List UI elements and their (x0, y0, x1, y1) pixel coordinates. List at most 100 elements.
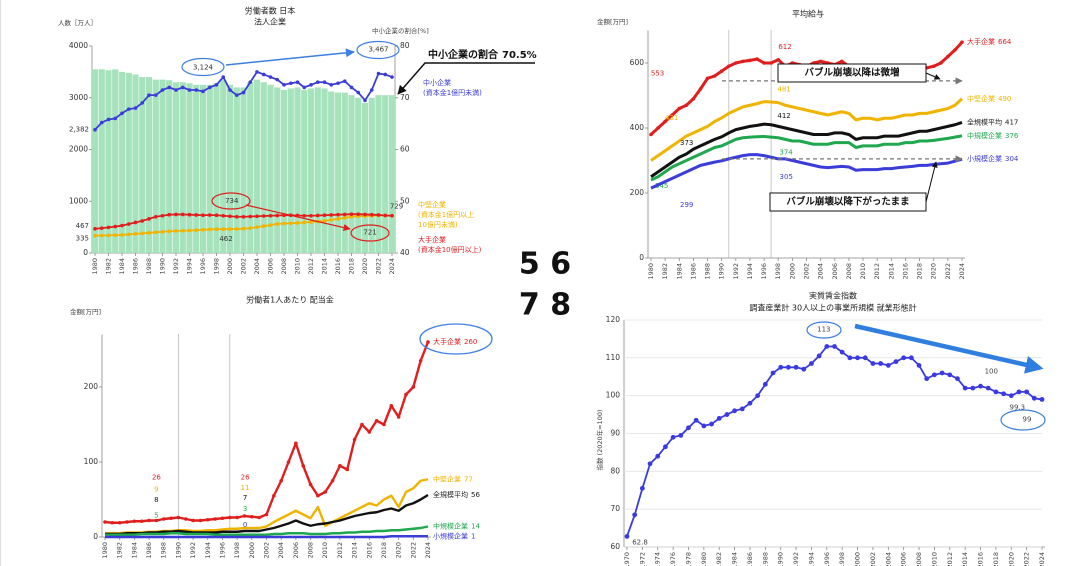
y-tick-label: 3000 (69, 93, 88, 102)
point (678, 432, 684, 438)
series-note: (資本金1億円以上 (418, 210, 474, 219)
point (160, 88, 165, 92)
x-tick-label: 2008 (915, 552, 923, 566)
point (133, 232, 138, 236)
y2-label: 中小企業の割合[%] (372, 26, 429, 35)
bar (328, 91, 335, 253)
bar (382, 95, 389, 253)
value-label: 99 (1023, 415, 1032, 423)
y-tick-label: 120 (606, 315, 621, 324)
y-tick-label: 60 (610, 542, 620, 551)
y-tick-label: 100 (84, 457, 99, 466)
x-tick-label: 1980 (101, 542, 109, 559)
point (309, 83, 313, 87)
x-tick-label: 2024 (958, 263, 966, 280)
x-tick-label: 2006 (831, 263, 839, 280)
point (1039, 397, 1045, 402)
point (755, 393, 761, 399)
point (93, 227, 97, 231)
highlight-circle (806, 321, 842, 339)
end-label-name: 大手企業 (967, 37, 995, 46)
x-tick-label: 1990 (718, 263, 726, 280)
x-tick-label: 2008 (280, 258, 288, 275)
point (286, 460, 291, 464)
bar (307, 88, 315, 253)
point (367, 430, 372, 434)
x-tick-label: 2016 (977, 552, 985, 566)
bar (193, 84, 200, 253)
bar (294, 87, 301, 254)
point (227, 515, 232, 520)
point (147, 93, 151, 97)
value-label: 26 (241, 474, 250, 482)
point (316, 493, 320, 498)
x-tick-label: 2022 (375, 258, 383, 275)
x-tick-label: 2000 (226, 258, 234, 275)
point (1016, 389, 1022, 395)
point (93, 233, 97, 238)
bar (213, 83, 220, 253)
x-tick-label: 2010 (294, 258, 302, 275)
point (785, 364, 791, 370)
point (174, 88, 178, 92)
annotation: バブル崩壊以降は微増 (804, 67, 900, 79)
line (105, 493, 429, 536)
x-tick-label: 1990 (174, 542, 182, 559)
x-tick-label: 1998 (838, 552, 846, 566)
point (194, 213, 199, 217)
point (908, 355, 914, 361)
bar (274, 87, 281, 254)
x-tick-label: 2020 (1007, 552, 1015, 566)
point (261, 72, 266, 77)
point (916, 363, 922, 368)
point (302, 213, 307, 218)
x-tick-label: 1984 (731, 552, 739, 566)
value-label: 412 (777, 112, 790, 120)
point (272, 493, 276, 498)
end-label-name: 全規模平均 (433, 490, 468, 499)
point (154, 518, 159, 523)
point (268, 223, 273, 227)
point (140, 219, 145, 223)
value-label: 481 (777, 86, 790, 94)
x-tick-label: 1988 (704, 263, 712, 280)
point (275, 213, 280, 218)
bar (186, 83, 193, 253)
value-label: 467 (76, 222, 89, 230)
point (282, 83, 286, 87)
point (1031, 395, 1037, 401)
y2-tick-label: 40 (400, 248, 410, 257)
point (113, 233, 118, 237)
point (153, 230, 158, 235)
value-label: 9 (154, 485, 158, 493)
bar (253, 79, 261, 253)
value-label: 7 (243, 494, 247, 502)
point (99, 226, 104, 230)
x-tick-label: 2022 (944, 263, 952, 280)
point (862, 355, 868, 361)
x-tick-label: 1990 (777, 552, 785, 566)
x-tick-label: 1980 (647, 263, 655, 280)
point (323, 490, 328, 494)
point (404, 392, 408, 397)
y-tick-label: 0 (639, 253, 644, 262)
bar (159, 79, 166, 253)
point (356, 212, 361, 216)
point (113, 224, 118, 229)
y-tick-label: 200 (630, 188, 645, 197)
annotation-pointer (925, 161, 938, 203)
x-tick-label: 1994 (204, 542, 212, 559)
point (639, 485, 645, 491)
point (322, 213, 327, 218)
point (169, 516, 173, 521)
point (953, 48, 957, 52)
bar (355, 97, 362, 253)
point (336, 81, 340, 86)
point (213, 517, 217, 521)
y-tick-label: 0 (83, 248, 88, 257)
point (993, 389, 999, 395)
point (294, 441, 298, 446)
point (809, 361, 814, 366)
point (257, 515, 261, 520)
x-tick-label: 1986 (746, 552, 754, 566)
